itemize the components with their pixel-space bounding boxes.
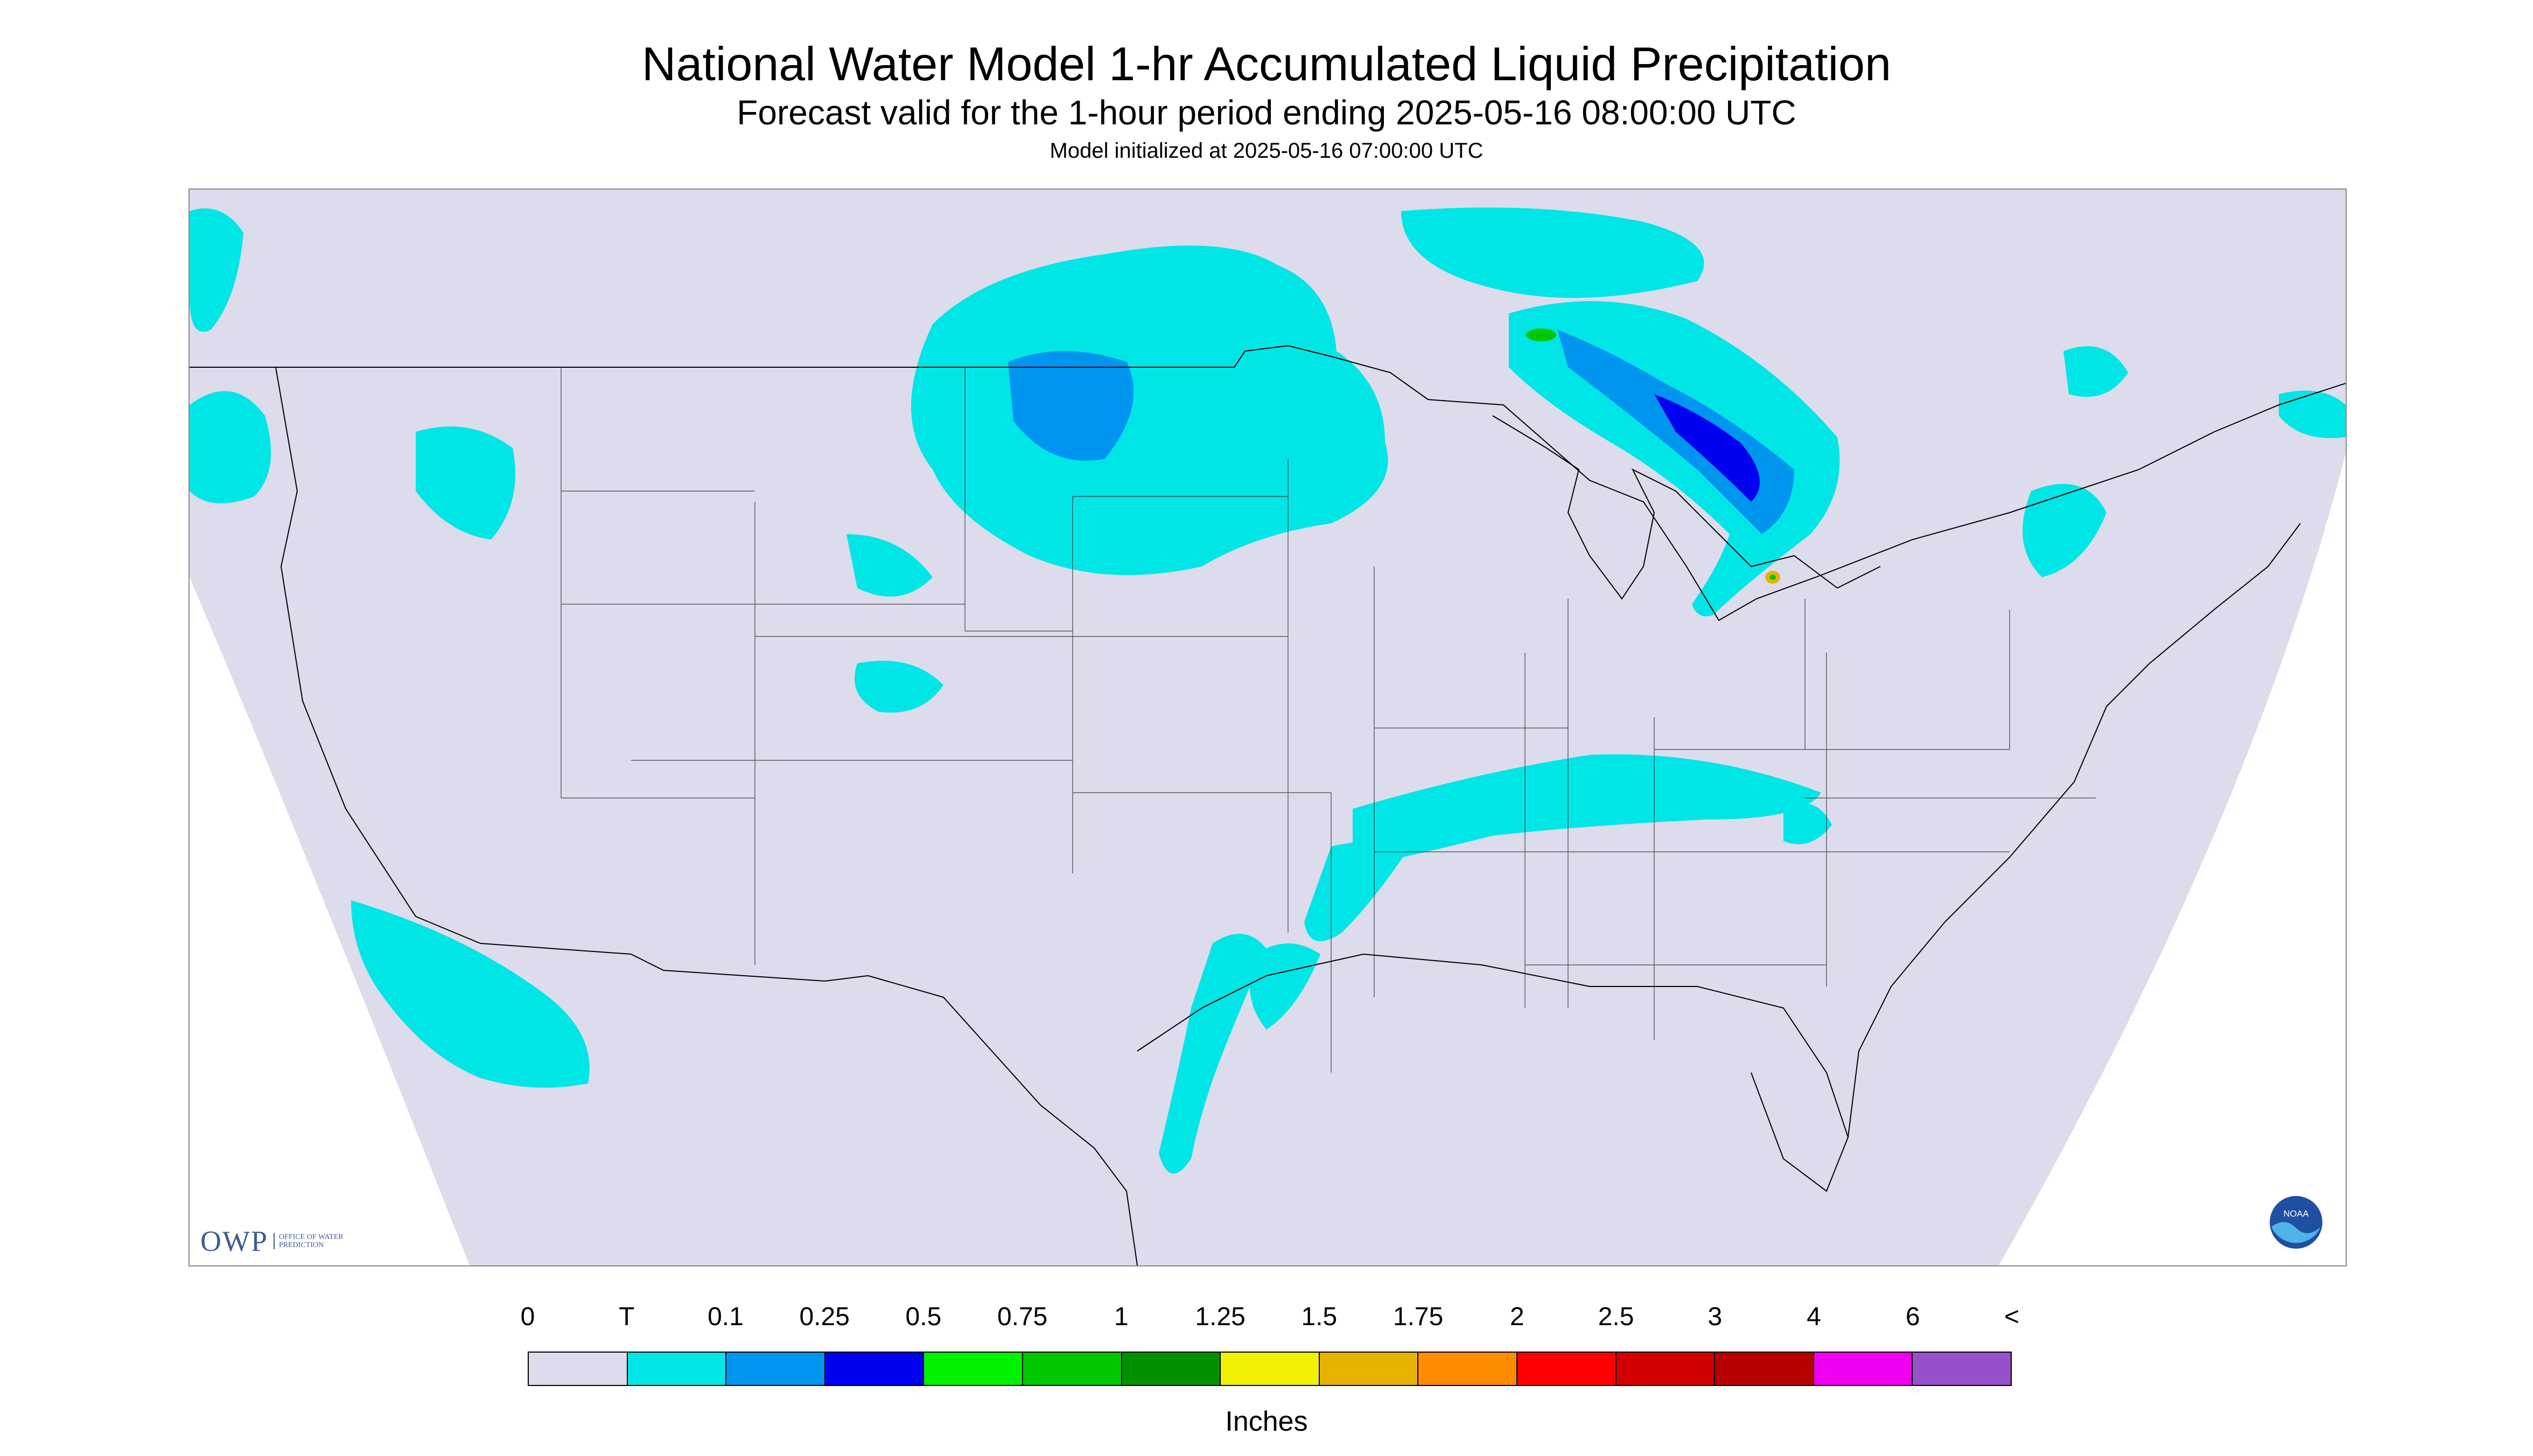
legend-swatch: [529, 1353, 628, 1385]
precip-core-dot: [1769, 575, 1776, 580]
legend-swatch: [1122, 1353, 1221, 1385]
legend-swatch: [1715, 1353, 1814, 1385]
legend-tick-label: T: [619, 1303, 635, 1331]
legend-tick-label: 2: [1509, 1303, 1524, 1331]
precip-canada-east: [2279, 390, 2346, 438]
precip-tennessee-band: [1304, 842, 1407, 941]
map-canvas: [190, 190, 2346, 1265]
precip-ontario: [2063, 346, 2128, 397]
precip-texas-coast: [1249, 943, 1320, 1030]
legend-colorbar: [528, 1352, 2012, 1386]
legend-tick-label: 4: [1807, 1303, 1821, 1331]
precip-northeast: [2023, 484, 2107, 577]
precip-core-lakes-blue: [1654, 394, 1760, 502]
precip-idaho: [416, 426, 515, 540]
border-us-mexico: [480, 943, 1138, 1265]
precip-pacific-offshore: [351, 900, 590, 1088]
legend-swatch: [627, 1353, 727, 1385]
legend-tick-label: 1.75: [1393, 1303, 1444, 1331]
map-subtitle: Forecast valid for the 1-hour period end…: [737, 93, 1796, 132]
precip-northern-plains: [911, 246, 1388, 575]
noaa-logo-icon: NOAA: [2269, 1195, 2324, 1250]
legend-swatch: [1616, 1353, 1716, 1385]
precipitation-map[interactable]: OWP OFFICE OF WATER PREDICTION NOAA: [188, 188, 2347, 1266]
owp-logo-subtext: OFFICE OF WATER PREDICTION: [274, 1233, 344, 1249]
noaa-logo-text: NOAA: [2283, 1209, 2309, 1219]
legend-swatch: [1814, 1353, 1913, 1385]
precip-heavier-areas: [1008, 328, 1794, 584]
precip-carolinas: [1783, 803, 1832, 844]
legend-swatch: [924, 1353, 1023, 1385]
legend-tick-label: <: [2004, 1303, 2020, 1331]
legend-swatch: [1418, 1353, 1517, 1385]
west-coast: [275, 367, 481, 944]
legend-swatch: [1517, 1353, 1617, 1385]
legend-swatch: [1221, 1353, 1320, 1385]
state-lines: [561, 367, 2096, 1073]
legend-tick-label: 0.75: [997, 1303, 1048, 1331]
legend-swatch: [726, 1353, 825, 1385]
east-coast: [1848, 523, 2301, 1138]
precip-core-plains: [1008, 351, 1134, 461]
legend-tick-label: 1.5: [1301, 1303, 1338, 1331]
legend-swatch: [825, 1353, 925, 1385]
legend-tick-label: 0.1: [708, 1303, 744, 1331]
precip-pacific-northwest: [190, 391, 271, 503]
legend-tick-label: 3: [1708, 1303, 1723, 1331]
legend-swatch: [1319, 1353, 1419, 1385]
legend-tick-label: 2.5: [1598, 1303, 1634, 1331]
legend-tick-label: 1: [1114, 1303, 1129, 1331]
precip-western-canada: [190, 208, 243, 332]
legend-swatch: [1023, 1353, 1122, 1385]
precip-canada-north: [1401, 207, 1704, 298]
precip-core-green: [1526, 328, 1556, 341]
model-init-note: Model initialized at 2025-05-16 07:00:00…: [1049, 139, 1484, 163]
legend-tick-labels: 0 T 0.1 0.25 0.5 0.75 1 1.25 1.5 1.75 2 2.5 3 4 6 <: [0, 1302, 2533, 1334]
legend-swatch: [1913, 1353, 2011, 1385]
map-title: National Water Model 1-hr Accumulated Li…: [641, 37, 1892, 90]
border-canada-us: [190, 345, 2346, 621]
gulf-coast: [1137, 953, 1849, 1192]
precip-colorado: [855, 661, 943, 713]
legend-tick-label: 1.25: [1195, 1303, 1245, 1331]
great-lakes-shore: [1492, 415, 1881, 600]
precip-ohio-valley: [1353, 754, 1821, 868]
legend-units: Inches: [1225, 1406, 1308, 1437]
political-boundaries: [190, 345, 2346, 1265]
legend-tick-label: 0.5: [905, 1303, 942, 1331]
legend-tick-label: 6: [1905, 1303, 1920, 1331]
precip-gulf-coast: [1159, 934, 1266, 1174]
owp-logo-text: OWP: [200, 1225, 268, 1257]
precip-wyoming: [846, 534, 933, 597]
legend-tick-label: 0: [520, 1303, 535, 1331]
owp-logo: OWP OFFICE OF WATER PREDICTION: [200, 1224, 344, 1258]
legend-tick-label: 0.25: [799, 1303, 850, 1331]
